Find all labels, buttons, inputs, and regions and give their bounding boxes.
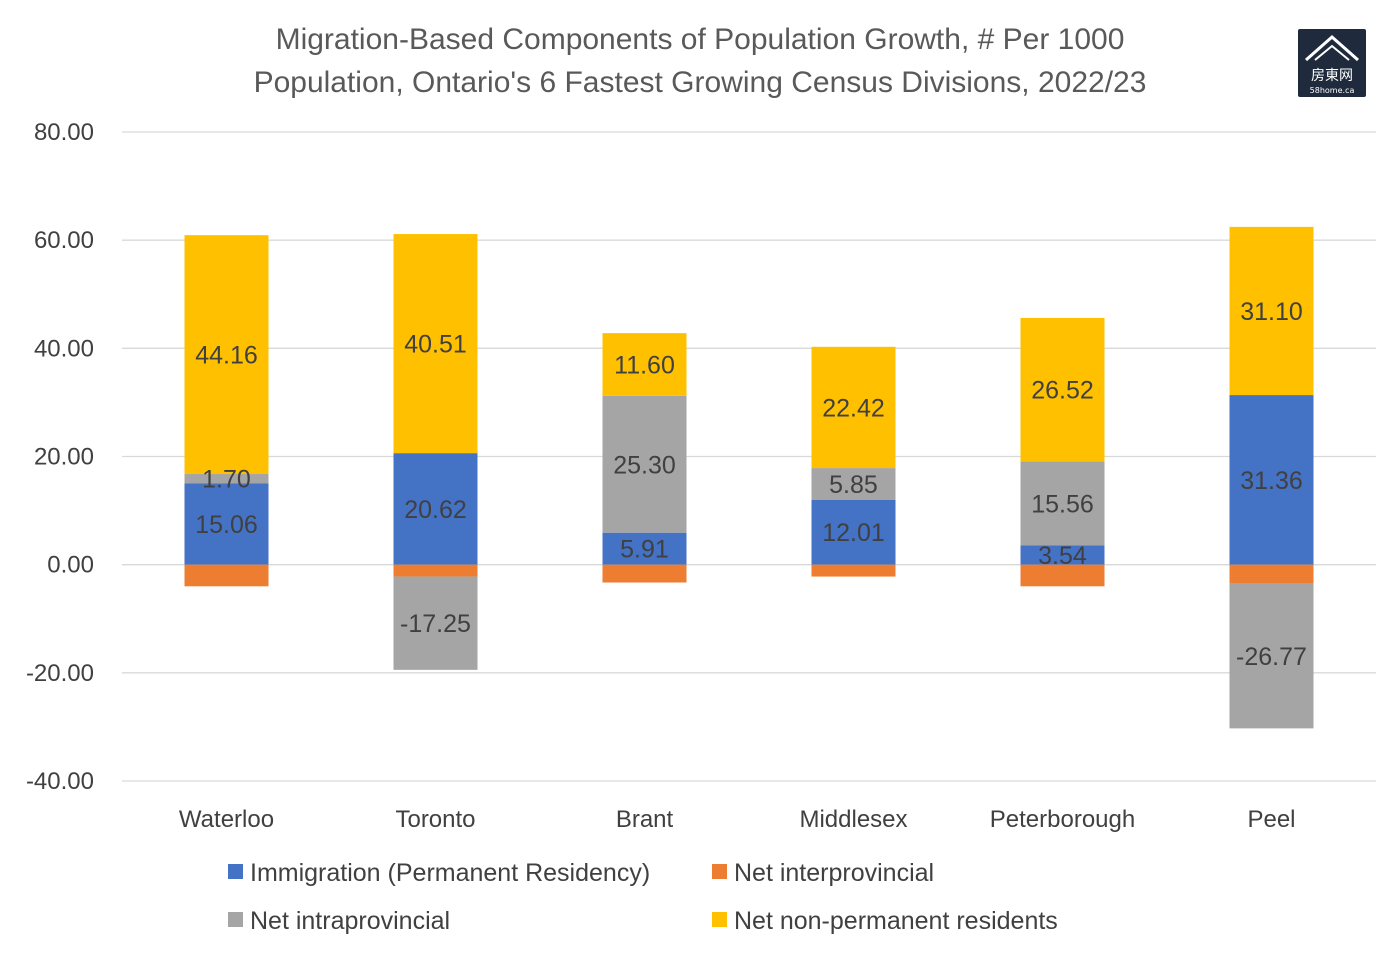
data-label: 1.70: [202, 466, 251, 494]
bar-segment: [602, 395, 687, 533]
data-label: 44.16: [195, 342, 258, 370]
legend-swatch: [228, 912, 243, 927]
bar-segment: [1020, 564, 1105, 587]
chart-title-line-1: Migration-Based Components of Population…: [276, 23, 1125, 56]
legend-label: Immigration (Permanent Residency): [250, 859, 650, 887]
bar-segment: [602, 333, 687, 396]
x-category-label: Middlesex: [799, 806, 907, 833]
data-label: -17.25: [400, 610, 471, 638]
data-label: 5.91: [620, 536, 669, 564]
data-label: 15.06: [195, 511, 258, 539]
bar-segment: [393, 234, 478, 454]
y-tick-label: 20.00: [34, 444, 94, 471]
bar-segment: [1020, 545, 1105, 565]
gridlines: [122, 131, 1376, 782]
bar-segment: [1229, 583, 1314, 729]
data-label: -26.77: [1236, 643, 1307, 671]
x-category-label: Waterloo: [179, 806, 274, 833]
house-inner-icon: [1314, 44, 1350, 61]
bar-segment: [393, 576, 478, 670]
x-category-label: Brant: [616, 806, 674, 833]
data-labels: 15.06 1.70 44.16 20.62 -17.25 40.51 5.91 25.30 1…: [195, 298, 1307, 671]
data-label: 26.52: [1031, 377, 1094, 405]
bar-segment: [1229, 564, 1314, 584]
data-label: 15.56: [1031, 490, 1094, 518]
data-label: 20.62: [404, 496, 467, 524]
x-category-label: Toronto: [395, 806, 475, 833]
data-label: 31.10: [1240, 298, 1303, 326]
legend-swatch: [712, 912, 727, 927]
y-tick-label: 0.00: [47, 552, 94, 579]
legend-label: Net interprovincial: [734, 859, 934, 887]
bar-segment: [393, 564, 478, 577]
bar-segment: [1229, 226, 1314, 396]
data-label: 11.60: [614, 352, 675, 380]
bar-segment: [811, 468, 896, 500]
bar-segment: [811, 499, 896, 565]
bar-segment: [602, 532, 687, 565]
logo: 房東网 58home.ca: [1298, 29, 1366, 97]
bar-segment: [184, 564, 269, 587]
bar-segment: [184, 483, 269, 565]
bars: [184, 226, 1314, 729]
data-label: 25.30: [613, 451, 676, 479]
legend-swatch: [228, 864, 243, 879]
legend-label: Net non-permanent residents: [734, 907, 1058, 935]
bar-segment: [1020, 461, 1105, 546]
legend: Immigration (Permanent Residency) Net int…: [228, 859, 1058, 935]
chart-title-line-2: Population, Ontario's 6 Fastest Growing …: [254, 66, 1147, 99]
bar-segment: [1020, 317, 1105, 462]
x-category-label: Peel: [1247, 806, 1295, 833]
data-label: 22.42: [822, 394, 885, 422]
y-tick-label: -40.00: [26, 768, 94, 795]
bar-segment: [811, 346, 896, 469]
x-category-label: Peterborough: [990, 806, 1135, 833]
bar-segment: [393, 453, 478, 565]
data-label: 3.54: [1038, 542, 1087, 570]
house-roof-icon: [1305, 34, 1359, 62]
bar-segment: [811, 564, 896, 577]
y-axis-ticks: 80.00 60.00 40.00 20.00 0.00 -20.00 -40.00: [26, 119, 94, 795]
x-axis-categories: Waterloo Toronto Brant Middlesex Peterboroug…: [179, 806, 1296, 833]
bar-segment: [1229, 395, 1314, 565]
y-tick-label: 80.00: [34, 119, 94, 146]
bar-segment: [184, 474, 269, 484]
data-label: 31.36: [1240, 467, 1303, 495]
legend-label: Net intraprovincial: [250, 907, 450, 935]
logo-main-text: 房東网: [1311, 68, 1353, 84]
legend-swatch: [712, 864, 727, 879]
data-label: 5.85: [829, 471, 878, 499]
logo-sub-text: 58home.ca: [1310, 86, 1355, 95]
y-tick-label: -20.00: [26, 660, 94, 687]
data-label: 40.51: [404, 331, 467, 359]
y-tick-label: 40.00: [34, 335, 94, 362]
y-tick-label: 60.00: [34, 227, 94, 254]
data-label: 12.01: [822, 519, 885, 547]
logo-background: [1298, 29, 1366, 97]
bar-segment: [602, 564, 687, 583]
bar-segment: [184, 235, 269, 475]
